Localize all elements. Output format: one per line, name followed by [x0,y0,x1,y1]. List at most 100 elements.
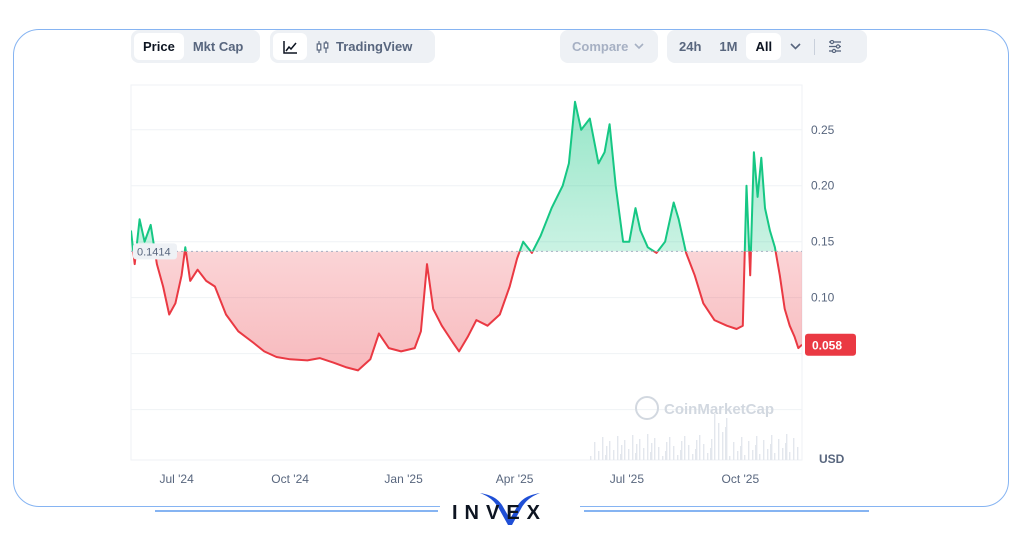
data-point[interactable] [782,306,788,312]
data-point[interactable] [613,183,619,189]
data-point[interactable] [595,160,601,166]
volume-bar [662,456,664,460]
data-point[interactable] [602,149,608,155]
data-point[interactable] [799,342,805,348]
data-point[interactable] [212,283,218,289]
data-point[interactable] [343,364,349,370]
data-point[interactable] [172,300,178,306]
data-point[interactable] [566,160,572,166]
volume-bar [786,434,788,460]
data-point[interactable] [386,345,392,351]
data-point[interactable] [620,239,626,245]
data-point[interactable] [520,239,526,245]
range-24h[interactable]: 24h [679,39,702,54]
data-point[interactable] [587,116,593,122]
data-point[interactable] [740,323,746,329]
data-point[interactable] [250,339,256,345]
data-point[interactable] [507,283,513,289]
data-point[interactable] [376,331,382,337]
tab-market-cap[interactable]: Mkt Cap [192,39,244,54]
data-point[interactable] [154,261,160,267]
data-point[interactable] [560,183,566,189]
data-point[interactable] [607,121,613,127]
data-point[interactable] [676,216,682,222]
data-point[interactable] [755,194,761,200]
data-point[interactable] [700,300,706,306]
data-point[interactable] [711,317,717,323]
data-point[interactable] [529,250,535,256]
tab-price[interactable]: Price [134,33,184,60]
data-point[interactable] [418,328,424,334]
data-point[interactable] [223,311,229,317]
data-point[interactable] [743,183,749,189]
data-point[interactable] [787,323,793,329]
more-ranges-button[interactable] [781,33,810,60]
data-point[interactable] [367,356,373,362]
data-point[interactable] [160,283,166,289]
data-point[interactable] [398,348,404,354]
data-point[interactable] [137,216,143,222]
data-point[interactable] [473,317,479,323]
data-point[interactable] [132,261,138,267]
data-point[interactable] [758,155,764,161]
data-point[interactable] [424,261,430,267]
data-point[interactable] [777,272,783,278]
data-point[interactable] [148,222,154,228]
data-point[interactable] [762,205,768,211]
line-chart-button[interactable] [273,33,307,60]
data-point[interactable] [538,233,544,239]
data-point[interactable] [626,239,632,245]
data-point[interactable] [179,272,185,278]
data-point[interactable] [662,239,668,245]
data-point[interactable] [187,278,193,284]
data-point[interactable] [578,127,584,133]
data-point[interactable] [412,345,418,351]
chart-settings-button[interactable] [819,33,851,60]
data-point[interactable] [751,149,757,155]
range-1m[interactable]: 1M [719,39,738,54]
data-point[interactable] [671,200,677,206]
data-point[interactable] [692,272,698,278]
data-point[interactable] [792,334,798,340]
data-point[interactable] [274,354,280,360]
compare-button[interactable]: Compare [563,33,653,60]
data-point[interactable] [767,228,773,234]
data-point[interactable] [166,311,172,317]
data-point[interactable] [261,348,267,354]
data-point[interactable] [456,348,462,354]
data-point[interactable] [683,250,689,256]
data-point[interactable] [235,328,241,334]
data-point[interactable] [549,205,555,211]
data-point[interactable] [182,244,188,250]
data-point[interactable] [430,306,436,312]
data-point[interactable] [439,323,445,329]
data-point[interactable] [514,256,520,262]
data-point[interactable] [572,99,578,105]
data-point[interactable] [653,250,659,256]
data-point[interactable] [287,356,293,362]
data-point[interactable] [317,355,323,361]
data-point[interactable] [734,326,740,332]
y-tick-label: 0.15 [811,235,835,249]
data-point[interactable] [330,360,336,366]
data-point[interactable] [724,323,730,329]
data-point[interactable] [637,228,643,234]
data-point[interactable] [484,323,490,329]
data-point[interactable] [632,205,638,211]
compare-dropdown[interactable]: Compare [560,30,658,63]
tradingview-button[interactable]: TradingView [307,33,421,60]
data-point[interactable] [128,228,134,234]
data-point[interactable] [497,311,503,317]
range-all[interactable]: All [746,33,782,60]
data-point[interactable] [465,334,471,340]
data-point[interactable] [195,267,201,273]
chevron-down-icon [790,43,801,50]
data-point[interactable] [645,244,651,250]
data-point[interactable] [355,367,361,373]
data-point[interactable] [304,357,310,363]
data-point[interactable] [772,244,778,250]
data-point[interactable] [203,278,209,284]
data-point[interactable] [450,339,456,345]
data-point[interactable] [747,272,753,278]
